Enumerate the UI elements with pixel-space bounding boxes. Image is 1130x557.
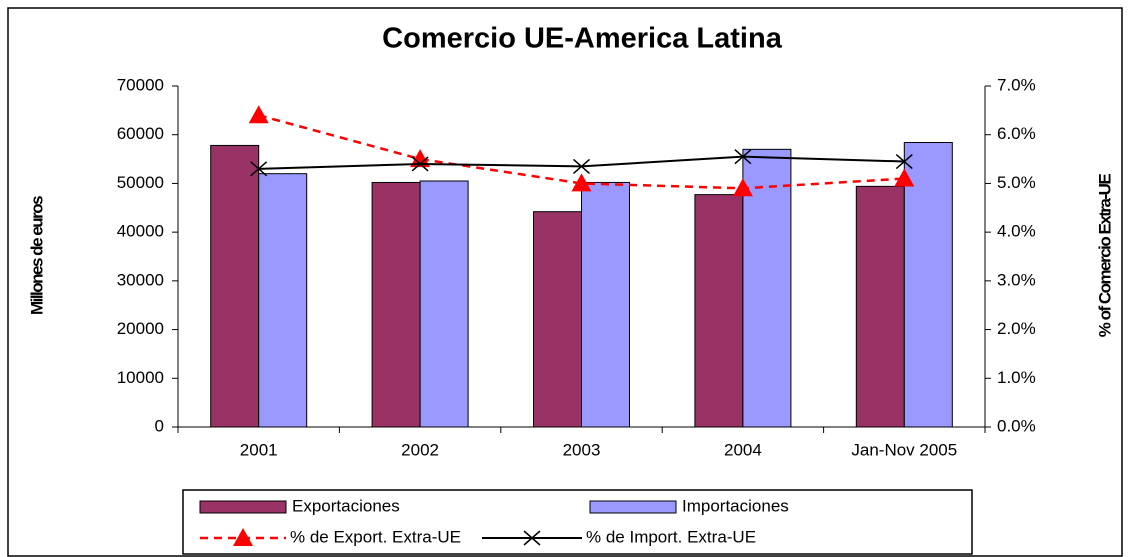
bar — [210, 144, 260, 428]
bar — [258, 173, 308, 428]
y2-tick-label: 3.0% — [997, 270, 1036, 289]
bar — [694, 194, 744, 428]
y-tick-label: 40000 — [117, 222, 164, 241]
line-marker — [894, 168, 915, 187]
line-marker — [410, 149, 431, 168]
y2-tick-label: 0.0% — [997, 416, 1036, 435]
x-tick-label: 2004 — [724, 440, 762, 459]
bar — [371, 181, 421, 428]
chart-title: Comercio UE-America Latina — [382, 23, 783, 55]
legend-label: % de Import. Extra-UE — [586, 527, 756, 546]
x-tick-label: 2003 — [563, 440, 601, 459]
line-marker — [248, 105, 269, 124]
x-tick-label: 2001 — [240, 440, 278, 459]
y-tick-label: 30000 — [117, 270, 164, 289]
line-marker — [411, 156, 429, 172]
line-marker — [734, 149, 752, 165]
line-marker — [732, 178, 753, 197]
y-tick-label: 20000 — [117, 319, 164, 338]
bar — [581, 181, 630, 428]
y2-axis-label: % of Comercio Extra-UE — [1095, 174, 1114, 338]
line-marker — [250, 161, 268, 177]
y-tick-label: 70000 — [117, 75, 164, 94]
line-marker — [895, 153, 913, 170]
y-tick-label: 50000 — [117, 173, 164, 192]
bar — [855, 185, 905, 428]
legend-swatch — [199, 500, 287, 514]
line-marker — [571, 173, 592, 192]
y2-tick-label: 7.0% — [997, 75, 1036, 94]
legend-label: Importaciones — [682, 496, 789, 515]
legend-marker — [523, 530, 541, 546]
bar — [533, 211, 582, 428]
y2-tick-label: 4.0% — [997, 222, 1036, 241]
y2-tick-label: 2.0% — [997, 319, 1036, 338]
x-tick-label: 2002 — [401, 440, 439, 459]
y-axis-label: Millones de euros — [27, 196, 46, 315]
legend-marker — [233, 528, 253, 546]
bar — [419, 180, 469, 428]
legend-swatch — [589, 500, 677, 514]
line-marker — [573, 158, 590, 174]
y2-tick-label: 6.0% — [997, 124, 1036, 143]
x-tick-label: Jan-Nov 2005 — [851, 440, 957, 459]
y-tick-label: 0 — [155, 416, 164, 435]
legend-box — [182, 489, 973, 555]
y-tick-label: 10000 — [117, 368, 164, 387]
legend-label: % de Export. Extra-UE — [290, 527, 461, 546]
y2-tick-label: 1.0% — [997, 368, 1036, 387]
legend-label: Exportaciones — [292, 496, 400, 515]
bar — [903, 142, 953, 428]
bar — [742, 148, 792, 428]
y-tick-label: 60000 — [117, 124, 164, 143]
y2-tick-label: 5.0% — [997, 173, 1036, 192]
